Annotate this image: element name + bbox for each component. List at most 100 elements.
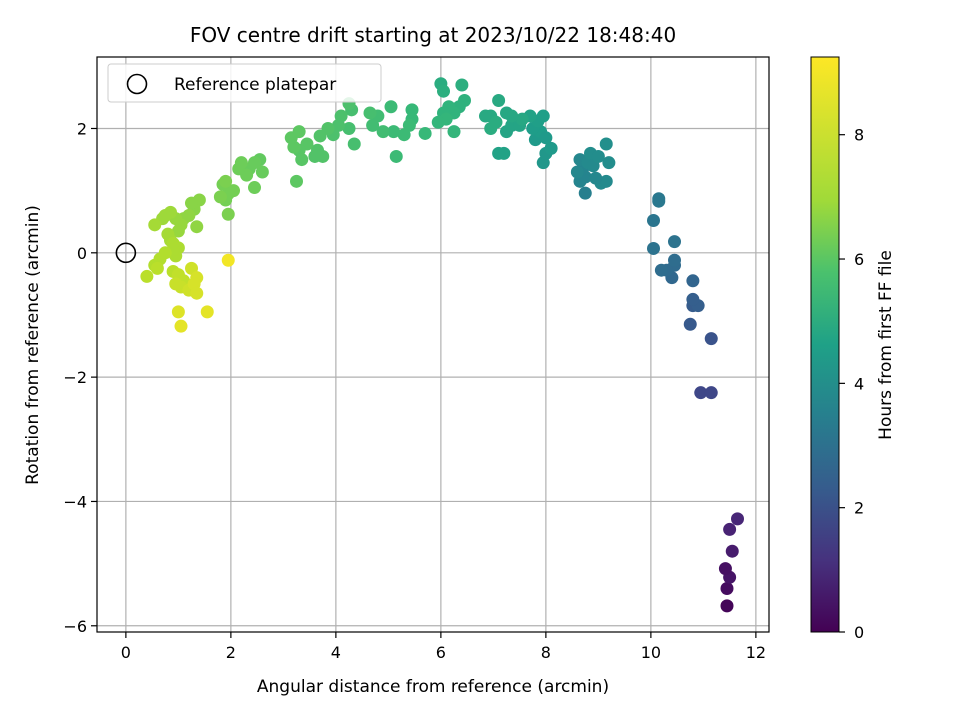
data-point [694,386,708,400]
x-tick-label: 8 [541,643,551,662]
data-point [347,137,361,151]
data-point [174,319,188,333]
data-point [578,186,592,200]
data-point [248,181,261,195]
data-point [683,317,697,331]
data-point [591,149,605,163]
data-point [437,84,450,98]
data-point [169,277,183,291]
data-point [492,94,506,108]
colorbar-label: Hours from first FF file [876,250,896,440]
data-point [704,332,718,346]
data-point [589,171,603,185]
data-point [389,149,403,163]
data-point [313,129,327,143]
reference-platepar-marker [115,242,137,264]
data-point [418,126,432,140]
data-point [431,115,445,129]
data-point [686,274,700,288]
data-point [599,137,613,151]
data-point [497,146,511,160]
data-point [292,125,306,139]
data-point [150,261,164,275]
x-tick-label: 0 [121,643,131,662]
y-tick-label: 2 [77,119,87,138]
legend-box [107,63,382,103]
x-tick-label: 6 [436,643,446,662]
data-point [405,103,419,117]
legend: Reference platepar [107,63,382,103]
data-point [539,131,553,145]
data-point [652,192,666,206]
data-point [479,109,492,123]
colorbar-tick-label: 8 [854,126,864,145]
data-point [148,218,162,232]
data-point [295,153,309,167]
data-point [363,106,377,120]
colorbar-tick-label: 2 [854,499,864,518]
x-tick-label: 4 [331,643,341,662]
y-tick-label: 0 [77,244,87,263]
data-point [397,128,411,142]
colorbar-tick-label: 0 [854,623,864,642]
data-point [376,125,390,139]
data-point [602,156,616,170]
data-point [221,207,235,221]
colorbar-ticks: 0 2 4 6 8 [839,126,864,642]
y-tick-label: −6 [63,617,87,636]
data-point [308,149,322,163]
x-tick-label: 12 [746,643,766,662]
data-point [171,305,185,319]
data-point [290,174,303,188]
data-point [704,386,718,400]
data-point [647,241,660,255]
data-point [447,125,461,139]
y-tick-label: −4 [63,492,87,511]
data-point [366,118,380,132]
data-point [140,269,154,283]
data-point [171,224,185,238]
data-point [213,190,227,204]
data-point [720,599,734,613]
plot-frame [96,56,770,633]
y-axis-label: Rotation from reference (arcmin) [23,205,43,485]
data-point [219,174,233,188]
colorbar-tick-label: 6 [854,250,864,269]
data-point [668,253,681,267]
data-point [221,253,235,267]
colorbar-tick-label: 4 [854,374,864,393]
x-tick-label: 2 [226,643,236,662]
data-point [255,165,269,179]
data-point [185,196,198,210]
data-point [489,115,503,129]
data-point [190,286,204,300]
data-point [500,106,513,120]
x-axis-ticks: 0 2 4 6 8 10 12 [121,632,766,662]
data-point [723,522,737,536]
data-point [200,305,214,319]
data-points [115,77,744,613]
chart-title: FOV centre drift starting at 2023/10/22 … [190,23,676,47]
data-point [599,174,613,188]
data-point [455,78,469,92]
data-point [234,156,248,170]
data-point [384,100,398,114]
x-tick-label: 10 [641,643,661,662]
legend-marker [126,73,148,95]
data-point [654,263,668,277]
data-point [570,165,584,179]
data-point [387,125,401,139]
data-point [718,562,732,576]
data-point [668,235,681,249]
data-point [544,141,558,155]
data-point [342,121,356,135]
data-point [647,213,660,227]
y-axis-ticks: −6 −4 −2 0 2 [63,119,97,636]
x-axis-label: Angular distance from reference (arcmin) [257,677,609,697]
legend-label: Reference platepar [174,75,336,95]
data-point [190,220,204,234]
data-point [720,581,734,595]
data-point [515,112,529,126]
